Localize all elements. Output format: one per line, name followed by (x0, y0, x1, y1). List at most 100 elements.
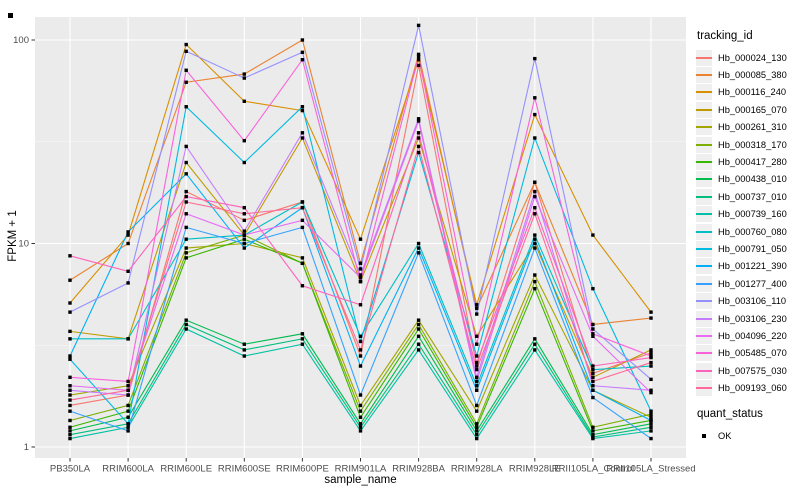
data-point (416, 23, 421, 28)
legend-item: Hb_000024_130 (696, 49, 800, 66)
data-point (68, 436, 72, 441)
data-point (358, 354, 363, 358)
legend-key-line (696, 352, 712, 355)
data-point (475, 422, 479, 426)
data-point (68, 403, 72, 408)
legend-item-label: Hb_000261_310 (718, 122, 787, 133)
x-tick-label: RRIM600LE (160, 464, 212, 475)
quant-status-item: OK (696, 427, 800, 444)
data-point (591, 332, 595, 336)
data-point (416, 136, 421, 140)
legend-key-line (696, 282, 712, 285)
data-point (475, 384, 479, 388)
data-point (416, 144, 421, 149)
data-point (68, 337, 72, 341)
data-point (649, 390, 653, 395)
data-point (358, 237, 363, 241)
data-point (242, 99, 246, 103)
legend-key (696, 171, 712, 188)
data-point (184, 105, 188, 109)
data-point (68, 409, 72, 413)
data-point (126, 269, 130, 274)
data-point (358, 425, 363, 429)
data-point (649, 429, 653, 433)
data-point (68, 357, 72, 361)
data-point (649, 422, 653, 426)
data-point (126, 425, 130, 429)
legend-key-line (696, 143, 712, 146)
legend-item: Hb_003106_110 (696, 292, 800, 310)
legend-item: Hb_000261_310 (696, 119, 800, 136)
legend-key-line (696, 369, 712, 372)
data-point (649, 409, 653, 413)
legend-item-list: Hb_000024_130 Hb_000085_380 Hb_000116_240 H… (696, 49, 800, 397)
data-point (416, 318, 421, 322)
data-point (533, 241, 537, 246)
legend-key-line (696, 317, 712, 320)
x-tick-label: RRIM928LE (509, 464, 561, 475)
data-point (68, 310, 72, 314)
legend-key-line (696, 91, 712, 94)
x-tick-label: RRIM600LA (102, 464, 154, 475)
legend-item: Hb_007575_030 (696, 362, 800, 379)
data-point (358, 303, 363, 307)
legend-key-line (696, 387, 712, 390)
data-point (300, 105, 305, 109)
data-point (591, 322, 595, 327)
legend-item-label: Hb_000318_170 (718, 139, 787, 150)
data-point (68, 388, 72, 392)
legend-item: Hb_000791_050 (696, 240, 800, 257)
legend-key-line (696, 247, 712, 250)
data-point (300, 284, 305, 288)
data-point (591, 429, 595, 433)
data-point (591, 334, 595, 338)
legend-item-label: Hb_001277_400 (718, 278, 787, 289)
legend-key-line (696, 126, 712, 129)
data-point (475, 403, 479, 408)
data-point (68, 429, 72, 433)
data-point (126, 379, 130, 384)
data-point (300, 256, 305, 260)
data-point (591, 395, 595, 400)
data-point (68, 384, 72, 388)
y-tick-label: 1 (24, 442, 29, 453)
data-point (416, 119, 421, 123)
data-point (68, 254, 72, 258)
data-point (242, 233, 246, 237)
legend-key (696, 188, 712, 205)
quant-status-list: OK (696, 427, 800, 444)
data-point (533, 233, 537, 237)
data-point (358, 403, 363, 408)
data-point (68, 354, 72, 358)
data-point (416, 52, 421, 57)
data-point (533, 286, 537, 291)
data-point (300, 108, 305, 113)
data-point (475, 425, 479, 429)
legend-key (696, 240, 712, 257)
x-tick-label: RRII105LA_Stressed (606, 464, 695, 475)
data-point (184, 212, 188, 216)
data-point (358, 267, 363, 271)
data-point (126, 393, 130, 397)
data-point (184, 172, 188, 176)
legend-item-label: Hb_004096_220 (718, 330, 787, 341)
data-point (475, 354, 479, 358)
legend-key-line (696, 195, 712, 198)
data-point (300, 50, 305, 55)
data-point (68, 329, 72, 334)
data-point (533, 212, 537, 216)
data-point (184, 225, 188, 230)
data-point (533, 180, 537, 184)
data-point (300, 131, 305, 135)
data-point (68, 432, 72, 437)
data-point (300, 225, 305, 230)
legend-item-label: Hb_001221_390 (718, 261, 787, 272)
legend: tracking_id Hb_000024_130 Hb_000085_380 Hb… (696, 30, 800, 444)
data-point (533, 279, 537, 284)
data-point (300, 200, 305, 204)
data-point (591, 375, 595, 380)
legend-key-line (696, 213, 712, 216)
data-point (591, 432, 595, 437)
data-point (300, 38, 305, 42)
